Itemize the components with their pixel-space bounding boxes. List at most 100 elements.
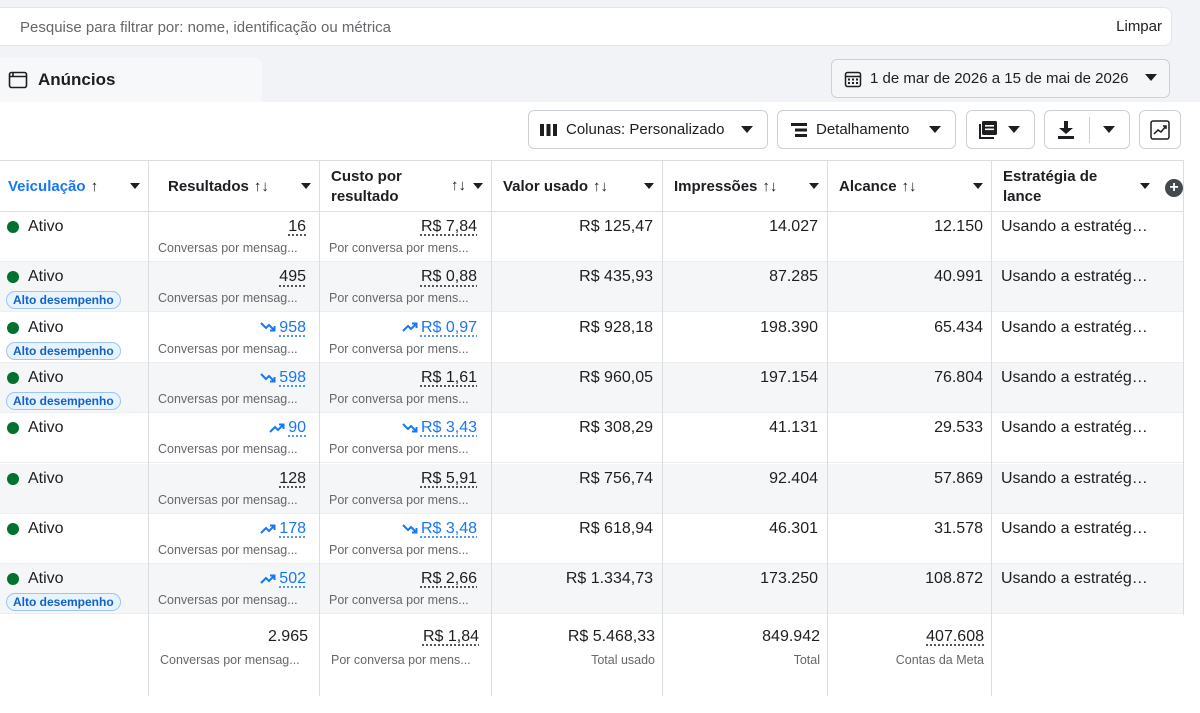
trend-up-icon: [269, 423, 285, 433]
cpr-number: R$ 0,97: [420, 318, 477, 336]
results-value[interactable]: 90: [269, 419, 306, 437]
cpr-sub: Por conversa por mens...: [329, 391, 469, 406]
search-bar: Limpar: [0, 7, 1172, 46]
cpr-sub: Por conversa por mens...: [329, 593, 469, 608]
table-row[interactable]: Ativo 16 Conversas por mensag... R$ 7,84 Por…: [0, 212, 1183, 262]
results-value[interactable]: 958: [260, 319, 306, 337]
status-active-dot: [7, 573, 19, 586]
results-value[interactable]: 16: [288, 218, 306, 236]
results-value[interactable]: 178: [260, 520, 306, 538]
total-spent-sub: Total usado: [591, 653, 655, 667]
header-impressions-label: Impressões: [674, 178, 758, 195]
search-input[interactable]: [20, 16, 1020, 38]
table-row[interactable]: Ativo Alto desempenho 598 Conversas por men…: [0, 362, 1183, 413]
chevron-down-icon[interactable]: [473, 183, 483, 189]
cost-per-result-value[interactable]: R$ 5,91: [421, 470, 477, 488]
results-value[interactable]: 502: [260, 570, 306, 588]
bid-strategy-value: Usando a estratégia de lance: [1001, 318, 1151, 336]
chevron-down-icon[interactable]: [973, 183, 983, 189]
cost-per-result-value[interactable]: R$ 7,84: [421, 218, 477, 236]
table-row[interactable]: Ativo 178 Conversas por mensag... R$ 3,48 Po…: [0, 514, 1183, 564]
results-value[interactable]: 598: [260, 369, 306, 387]
add-column-icon[interactable]: +: [1165, 179, 1183, 197]
chart-view-button[interactable]: [1139, 110, 1181, 149]
header-cpr-label: Custo por resultado: [331, 167, 402, 207]
cost-per-result-value[interactable]: R$ 3,43: [402, 419, 477, 437]
tab-label: Anúncios: [38, 70, 116, 89]
chevron-down-icon[interactable]: [130, 183, 140, 189]
sort-icon: ↑↓: [901, 178, 917, 195]
chevron-down-icon[interactable]: [644, 183, 654, 189]
breakdown-icon: [791, 122, 807, 137]
results-number: 598: [279, 368, 306, 386]
header-results[interactable]: Resultados ↑↓: [148, 161, 319, 212]
cost-per-result-value[interactable]: R$ 3,48: [402, 520, 477, 538]
clear-search-link[interactable]: Limpar: [1116, 18, 1162, 35]
header-results-label: Resultados: [168, 178, 249, 195]
header-cost-per-result[interactable]: Custo por resultado ↑↓: [319, 161, 491, 212]
status-active-dot: [7, 321, 19, 334]
results-value[interactable]: 495: [279, 268, 306, 286]
cost-per-result-value[interactable]: R$ 0,97: [402, 319, 477, 337]
column-divider: [827, 160, 828, 696]
total-results: 2.965: [267, 628, 308, 645]
total-reach[interactable]: 407.608: [926, 628, 984, 645]
high-performance-badge: Alto desempenho: [6, 291, 121, 310]
breakdown-button[interactable]: Detalhamento: [777, 110, 956, 149]
cost-per-result-value[interactable]: R$ 1,61: [421, 369, 477, 387]
high-performance-badge: Alto desempenho: [6, 391, 121, 410]
header-bid-label: Estratégia de lance: [1003, 167, 1097, 207]
trend-down-icon: [402, 423, 418, 433]
header-reach[interactable]: Alcance ↑↓: [827, 161, 991, 212]
reach-value: 65.434: [934, 318, 983, 336]
columns-button[interactable]: Colunas: Personalizado: [528, 110, 768, 149]
chevron-down-icon: [741, 126, 753, 133]
delivery-status: Ativo: [28, 419, 64, 437]
columns-icon: [540, 123, 557, 136]
trend-down-icon: [260, 322, 276, 332]
reach-value: 57.869: [934, 469, 983, 487]
cpr-number: R$ 2,66: [420, 570, 477, 588]
chevron-down-icon[interactable]: [301, 183, 311, 189]
bid-strategy-value: Usando a estratégia de lance: [1001, 570, 1151, 588]
ads-panel-icon: [8, 71, 28, 89]
header-delivery-label: Veiculação: [8, 178, 86, 195]
delivery-status: Ativo: [28, 519, 64, 537]
total-cost-per-result[interactable]: R$ 1,84: [422, 628, 479, 645]
bid-strategy-value: Usando a estratégia de lance: [1001, 218, 1151, 235]
tab-ads[interactable]: Anúncios: [0, 58, 262, 102]
chevron-down-icon: [1008, 126, 1020, 133]
header-bid-line1: Estratégia de: [1003, 167, 1098, 185]
table-header-row: Veiculação ↑ Resultados ↑↓ Custo por res…: [0, 160, 1183, 212]
export-button[interactable]: [1044, 110, 1130, 149]
header-reach-label: Alcance: [839, 178, 897, 195]
chevron-down-icon[interactable]: [809, 183, 819, 189]
reports-button[interactable]: [966, 110, 1035, 149]
table-row[interactable]: Ativo Alto desempenho 958 Conversas por men…: [0, 313, 1183, 363]
bid-strategy-value: Usando a estratégia de lance: [1001, 268, 1151, 286]
table-row[interactable]: Ativo Alto desempenho 495 Conversas por men…: [0, 262, 1183, 313]
cost-per-result-value[interactable]: R$ 0,88: [421, 268, 477, 286]
date-range-picker[interactable]: 1 de mar de 2026 a 15 de mai de 2026: [831, 59, 1170, 98]
delivery-status: Ativo: [28, 469, 64, 487]
status-active-dot: [7, 472, 19, 485]
header-cpr-line1: Custo por: [331, 167, 402, 185]
impressions-value: 197.154: [760, 368, 818, 386]
cost-per-result-value[interactable]: R$ 2,66: [421, 570, 477, 588]
header-amount-spent[interactable]: Valor usado ↑↓: [491, 161, 662, 212]
results-value[interactable]: 128: [279, 470, 306, 488]
cpr-number: R$ 1,61: [420, 368, 477, 386]
reach-value: 76.804: [934, 368, 983, 386]
table-row[interactable]: Ativo 90 Conversas por mensag... R$ 3,43 Por…: [0, 413, 1183, 464]
chevron-down-icon[interactable]: [1103, 126, 1115, 134]
header-delivery[interactable]: Veiculação ↑: [0, 161, 148, 212]
sort-ascending-icon: ↑: [90, 178, 99, 195]
columns-label: Colunas: Personalizado: [566, 121, 725, 138]
header-bid-strategy[interactable]: Estratégia de lance: [991, 161, 1158, 212]
table-row[interactable]: Ativo 128 Conversas por mensag... R$ 5,91 Po…: [0, 463, 1183, 514]
table-row[interactable]: Ativo Alto desempenho 502 Conversas por men…: [0, 564, 1183, 615]
chevron-down-icon[interactable]: [1140, 183, 1150, 189]
header-impressions[interactable]: Impressões ↑↓: [662, 161, 827, 212]
status-active-dot: [7, 221, 19, 233]
cpr-sub: Por conversa por mens...: [329, 442, 469, 457]
